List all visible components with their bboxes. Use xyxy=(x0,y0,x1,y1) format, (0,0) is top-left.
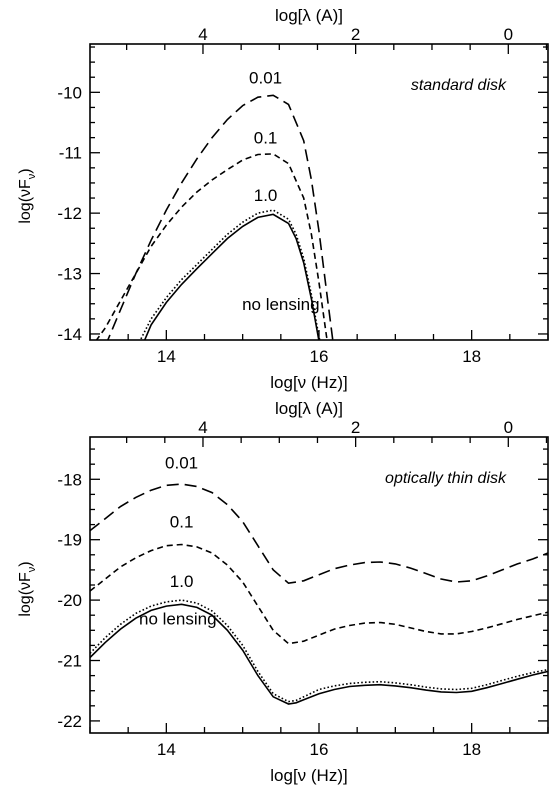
curve-label: 0.1 xyxy=(254,129,278,148)
y-tick-label: -20 xyxy=(57,591,82,610)
series-group xyxy=(95,94,334,340)
y-tick-label: -18 xyxy=(57,470,82,489)
y-axis-title: log(νFν) xyxy=(17,168,38,223)
x-tick-label: 16 xyxy=(310,347,329,366)
top-tick-label: 4 xyxy=(198,25,207,44)
x-tick-label: 18 xyxy=(462,347,481,366)
series-1_0 xyxy=(139,209,321,340)
top-tick-label: 0 xyxy=(504,25,513,44)
y-tick-label: -21 xyxy=(57,652,82,671)
series-0_1 xyxy=(95,153,329,340)
x-tick-label: 18 xyxy=(462,740,481,759)
curve-label: 1.0 xyxy=(170,572,194,591)
x-tick-label: 14 xyxy=(157,740,176,759)
y-axis-title-main: log(νF xyxy=(17,179,34,224)
y-tick-label: -14 xyxy=(57,325,82,344)
series-0_1 xyxy=(90,543,548,645)
standard-disk-panel: 14 16 18 -14 -13 -12 -11 -10 4 2 0 log[ν (Hz)] log[λ… xyxy=(17,6,549,392)
series-no-lensing xyxy=(90,603,548,705)
y-tick-label: -22 xyxy=(57,712,82,731)
series-0_01 xyxy=(106,94,334,340)
curve-label: 0.01 xyxy=(249,68,282,87)
top-axis-title: log[λ (A)] xyxy=(275,399,343,418)
top-axis-title: log[λ (A)] xyxy=(275,6,343,25)
top-tick-label: 2 xyxy=(351,25,360,44)
series-1_0 xyxy=(90,599,548,703)
y-tick-label: -19 xyxy=(57,531,82,550)
y-tick-label: -12 xyxy=(57,204,82,223)
curve-label: 0.01 xyxy=(165,453,198,472)
y-axis-title: log(νFν) xyxy=(17,561,38,616)
curve-label: 0.1 xyxy=(170,513,194,532)
y-axis-title-sub: ν xyxy=(26,566,38,572)
series-group xyxy=(90,483,548,705)
top-tick-label: 4 xyxy=(198,418,207,437)
series-no-lensing xyxy=(143,213,320,340)
x-axis-title: log[ν (Hz)] xyxy=(270,373,347,392)
panel-annotation: optically thin disk xyxy=(385,470,507,487)
panel-annotation: standard disk xyxy=(411,77,507,94)
x-tick-label: 14 xyxy=(157,347,176,366)
y-axis-title-sub: ν xyxy=(26,173,38,179)
top-tick-label: 2 xyxy=(351,418,360,437)
optically-thin-disk-panel: 14 16 18 -22 -21 -20 -19 -18 4 2 0 log[ν (Hz)] log[λ… xyxy=(17,399,549,785)
y-axis-title-main: log(νF xyxy=(17,572,34,617)
y-tick-label: -10 xyxy=(57,83,82,102)
series-0_01 xyxy=(90,483,548,585)
y-tick-label: -11 xyxy=(59,144,82,163)
top-tick-label: 0 xyxy=(504,418,513,437)
curve-label: 1.0 xyxy=(254,186,278,205)
y-tick-label: -13 xyxy=(57,265,82,284)
x-axis-title: log[ν (Hz)] xyxy=(270,766,347,785)
y-axis-title-close: ) xyxy=(17,168,34,173)
x-tick-label: 16 xyxy=(310,740,329,759)
y-axis-title-close: ) xyxy=(17,561,34,566)
curve-label: no lensing xyxy=(139,609,217,628)
curve-label: no lensing xyxy=(242,295,320,314)
